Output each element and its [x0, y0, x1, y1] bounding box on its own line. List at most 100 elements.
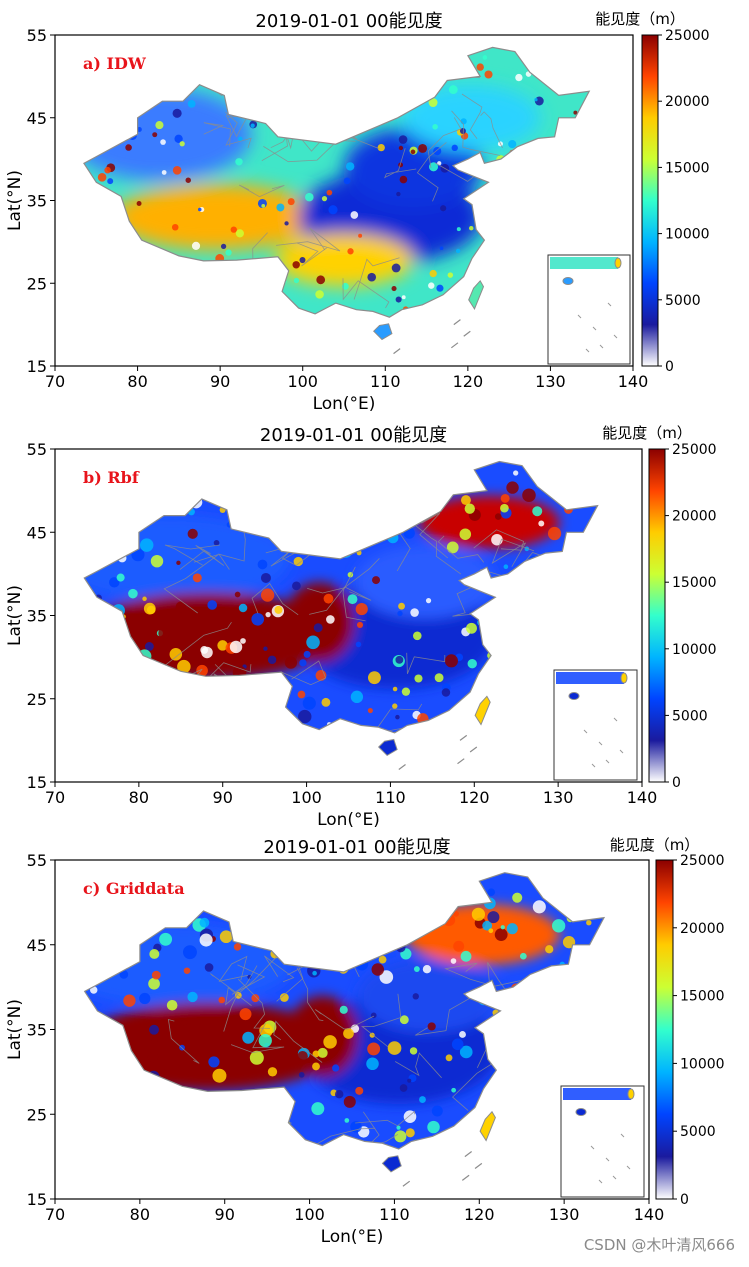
station-dot: [237, 697, 246, 706]
station-dot: [288, 100, 295, 107]
station-dot: [404, 1155, 414, 1165]
inset-hainan: [568, 692, 580, 700]
chart-panel-1: 70 80 90 100 110 120 130 140 15 25 35 45 55 Lon(°E) La…: [5, 10, 710, 414]
station-dot: [259, 1023, 273, 1038]
province-border: [444, 962, 486, 985]
station-dot: [419, 1096, 426, 1103]
inset-dash: [599, 344, 604, 349]
station-dot: [487, 888, 496, 897]
field-region-0: [84, 515, 290, 603]
station-dot: [428, 98, 438, 108]
x-tick-label: 100: [291, 788, 322, 807]
station-dot: [377, 143, 385, 152]
station-dot: [524, 651, 536, 664]
colorbar-tick-label: 0: [665, 359, 674, 375]
station-dot: [133, 251, 139, 257]
station-dot: [513, 310, 521, 318]
y-tick-label: 25: [27, 1105, 47, 1124]
visibility-field: [84, 872, 604, 1165]
station-dot: [572, 234, 580, 241]
province-border: [437, 535, 485, 563]
station-dot: [491, 1095, 498, 1102]
station-dot: [250, 123, 255, 128]
station-dot: [447, 272, 454, 278]
station-dot: [249, 78, 256, 84]
province-border: [251, 582, 299, 616]
colorbar-gradient: [641, 34, 659, 367]
station-dot: [148, 977, 160, 990]
station-dot: [119, 294, 124, 299]
x-tick-label: 120: [459, 788, 490, 807]
station-dot: [240, 638, 246, 644]
station-dot: [119, 91, 126, 97]
station-dot: [159, 932, 173, 946]
station-dot: [199, 933, 213, 947]
country-border: [83, 460, 599, 734]
station-dot: [138, 1076, 148, 1087]
watermark: CSDN @木叶清风666: [583, 1236, 735, 1254]
station-dot: [450, 958, 457, 964]
station-dot: [261, 625, 271, 636]
station-dot: [506, 923, 518, 935]
station-dot: [273, 90, 280, 97]
hainan-island: [372, 323, 393, 341]
station-dot: [401, 921, 413, 932]
station-dot: [310, 465, 320, 475]
province-border: [280, 660, 327, 686]
station-dot: [260, 588, 275, 602]
station-dot: [367, 1042, 381, 1056]
station-dot: [110, 83, 118, 92]
station-dot: [514, 246, 520, 251]
x-tick-label: 70: [45, 788, 65, 807]
station-dot: [279, 320, 284, 325]
station-dot: [235, 158, 243, 166]
nine-dash-line: [453, 319, 461, 326]
colorbar-tick-label: 15000: [680, 989, 725, 1005]
province-border: [409, 520, 462, 575]
inset-dash: [598, 1179, 603, 1184]
station-dot: [484, 70, 493, 79]
station-dot: [540, 1043, 551, 1054]
station-dot: [299, 659, 307, 667]
station-dot: [407, 1078, 412, 1083]
province-border: [342, 566, 366, 622]
station-dot: [321, 196, 328, 202]
station-dot: [177, 89, 182, 94]
colorbar-tick-label: 10000: [680, 1056, 725, 1072]
station-dot: [429, 162, 439, 172]
station-dot: [467, 659, 477, 669]
station-dot: [488, 928, 494, 934]
station-dot: [495, 593, 506, 604]
station-dot: [267, 280, 275, 288]
colorbar-tick-label: 15000: [665, 160, 710, 176]
station-dot: [401, 295, 406, 300]
province-border: [179, 545, 225, 570]
chart-title: 2019-01-01 00能见度: [263, 837, 450, 858]
station-dot: [491, 533, 503, 546]
station-dot: [379, 970, 394, 984]
station-dot: [103, 257, 111, 265]
station-dot: [235, 229, 244, 238]
station-dot: [503, 1040, 511, 1048]
inset-taiwan: [620, 672, 628, 684]
station-dot: [239, 1008, 252, 1021]
inset-dash: [583, 729, 588, 734]
field-region-0: [83, 87, 252, 181]
station-dot: [266, 482, 278, 494]
station-dot: [402, 311, 409, 318]
station-dot: [355, 641, 362, 648]
station-dot: [298, 1071, 305, 1078]
station-dot: [376, 111, 380, 116]
station-dot: [160, 139, 166, 145]
x-tick-label: 90: [210, 372, 230, 391]
province-border: [480, 111, 503, 149]
station-dot: [488, 623, 494, 629]
station-dot: [555, 1030, 562, 1037]
station-dot: [303, 650, 311, 658]
station-dot: [451, 144, 458, 152]
station-dot: [390, 879, 397, 886]
station-dot: [371, 963, 385, 976]
province-border: [164, 1115, 222, 1136]
field-region-0: [84, 924, 293, 1006]
station-dot: [398, 602, 405, 610]
